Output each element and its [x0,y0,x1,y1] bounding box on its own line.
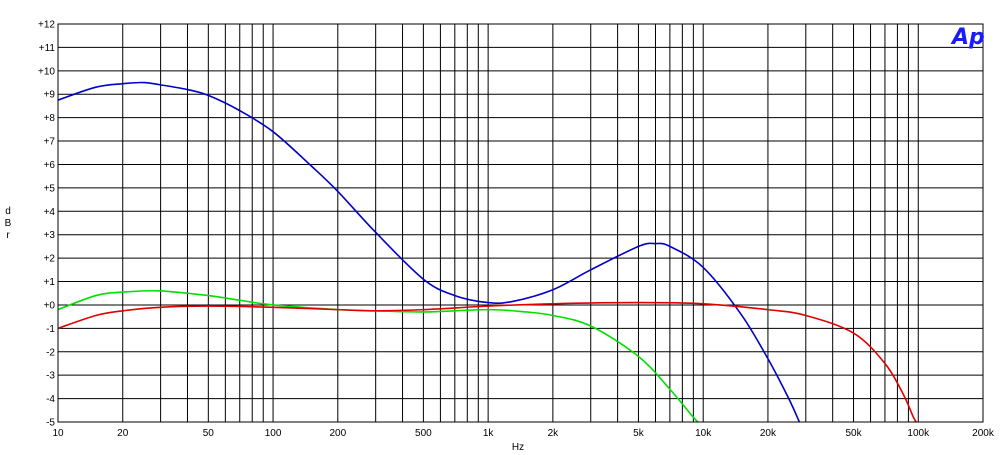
y-axis-label-letter: r [6,230,10,241]
series-line-1 [58,81,801,422]
y-tick-labels: +12 +11 +10 +9 +8 +7 +6 +5 +4 +3 +2 +1 +0 -1 -2 -3 -4 -5 [38,20,55,429]
y-tick-label: +2 [44,254,56,265]
series-line-2 [58,289,699,422]
y-tick-label: +4 [44,207,56,218]
y-tick-label: +8 [44,113,56,124]
y-tick-label: +3 [44,230,56,241]
ap-logo: Ap [950,25,985,50]
series-line-3 [58,301,918,422]
y-tick-label: -3 [46,371,55,382]
x-tick-label: 100k [907,428,930,439]
y-tick-label: +11 [39,43,56,54]
x-tick-label: 1k [483,428,495,439]
x-axis-label: Hz [512,442,524,453]
y-tick-label: +12 [38,20,55,31]
y-tick-label: -2 [46,347,55,358]
y-tick-label: -5 [46,418,55,429]
x-tick-label: 50 [203,428,215,439]
y-tick-label: +9 [44,90,56,101]
y-tick-label: +10 [38,66,55,77]
plot-frame [57,23,984,423]
x-tick-label: 500 [415,428,432,439]
x-tick-label: 10k [695,428,712,439]
x-tick-label: 200k [972,428,995,439]
y-tick-label: +5 [44,183,56,194]
y-tick-label: +6 [44,160,56,171]
x-tick-label: 100 [265,428,282,439]
x-tick-label: 20k [760,428,777,439]
x-tick-label: 200 [329,428,346,439]
y-tick-label: +0 [44,300,56,311]
x-tick-labels: 10 20 50 100 200 500 1k 2k 5k 10k 20k 50k 100k 200k [52,428,994,439]
y-tick-label: -1 [46,324,55,335]
y-tick-label: -4 [46,394,55,405]
y-axis-label-letter: d [5,206,11,217]
x-tick-label: 2k [548,428,560,439]
x-tick-label: 20 [117,428,129,439]
x-tick-label: 50k [845,428,862,439]
x-tick-label: 10 [52,428,64,439]
y-axis-label-letter: B [5,218,12,229]
series-layer [58,81,918,422]
x-tick-label: 5k [633,428,645,439]
y-tick-label: +7 [44,137,56,148]
y-tick-label: +1 [44,277,56,288]
grid [58,24,983,422]
